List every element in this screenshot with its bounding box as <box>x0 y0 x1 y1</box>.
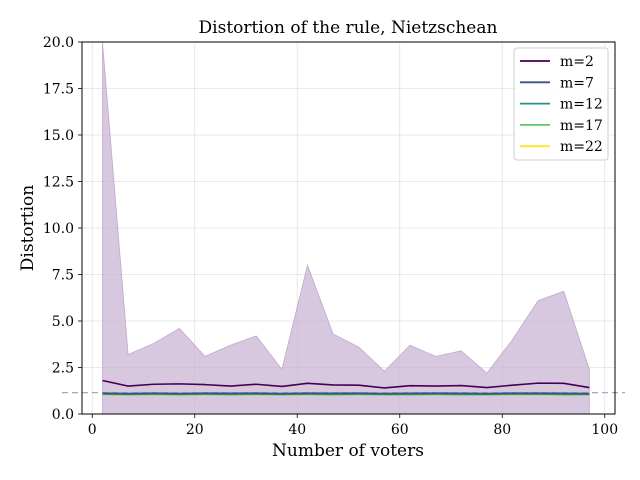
legend: m=2 m=7 m=12 m=17 m=22 <box>513 47 609 161</box>
x-tick-label: 0 <box>88 422 97 438</box>
x-tick-label: 20 <box>186 422 204 438</box>
y-tick-label: 12.5 <box>43 175 74 191</box>
x-tick-label: 40 <box>288 422 306 438</box>
y-tick-label: 0.0 <box>52 407 74 423</box>
legend-label: m=22 <box>560 139 603 155</box>
legend-box <box>513 47 609 161</box>
x-tick-label: 60 <box>391 422 409 438</box>
series-line-m2 <box>102 379 590 389</box>
y-tick-label: 2.5 <box>52 361 74 377</box>
x-tick-label: 100 <box>591 422 618 438</box>
y-tick-label: 10.0 <box>43 221 74 237</box>
chart-title: Distortion of the rule, Nietzschean <box>199 18 498 38</box>
y-tick-label: 17.5 <box>43 82 74 98</box>
y-tick-label: 7.5 <box>52 268 74 284</box>
legend-label: m=2 <box>560 54 594 70</box>
y-axis-ticks: 0.0 2.5 5.0 7.5 10.0 12.5 15.0 17.5 20.0 <box>43 35 82 423</box>
y-axis-label: Distortion <box>18 185 38 271</box>
legend-label: m=12 <box>560 97 603 113</box>
x-axis-ticks: 0 20 40 60 80 100 <box>88 414 618 438</box>
y-tick-label: 5.0 <box>52 314 74 330</box>
y-tick-label: 20.0 <box>43 35 74 51</box>
series-lines <box>102 379 590 396</box>
y-tick-label: 15.0 <box>43 128 74 144</box>
x-tick-label: 80 <box>493 422 511 438</box>
legend-label: m=7 <box>560 75 594 91</box>
legend-label: m=17 <box>560 118 603 134</box>
x-axis-label: Number of voters <box>272 441 424 461</box>
